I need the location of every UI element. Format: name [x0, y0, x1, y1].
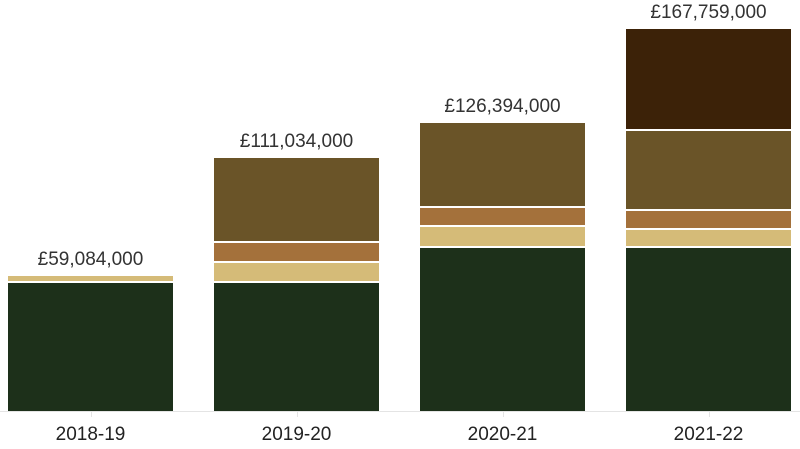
bar-segment: [8, 276, 173, 284]
bar-total-label: £167,759,000: [650, 1, 767, 23]
bar-segment: [214, 242, 379, 263]
bar-segment: [420, 247, 585, 411]
x-axis-label: 2020-21: [467, 424, 538, 445]
bar-segment: [214, 283, 379, 411]
bar-segment: [420, 208, 585, 227]
bar-segment: [8, 283, 173, 411]
x-axis-label: 2018-19: [55, 424, 126, 445]
x-axis-line: [0, 411, 800, 412]
bar-total-label: £59,084,000: [37, 249, 144, 271]
x-axis-label: 2019-20: [261, 424, 332, 445]
x-axis-tick: [502, 412, 504, 417]
bar-segment: [626, 247, 791, 411]
x-axis-label: 2021-22: [673, 424, 744, 445]
bar-segment: [626, 131, 791, 211]
bar-segment: [214, 158, 379, 243]
x-axis-tick: [708, 412, 710, 417]
bar-segment: [420, 227, 585, 248]
x-axis-tick: [296, 412, 298, 417]
x-axis-tick: [90, 412, 92, 417]
bar-total-label: £126,394,000: [444, 96, 561, 118]
bar-segment: [626, 210, 791, 230]
bar-segment: [214, 262, 379, 284]
bar-segment: [420, 123, 585, 209]
bar-segment: [626, 229, 791, 248]
bar-total-label: £111,034,000: [239, 131, 354, 153]
bar-segment: [626, 29, 791, 132]
